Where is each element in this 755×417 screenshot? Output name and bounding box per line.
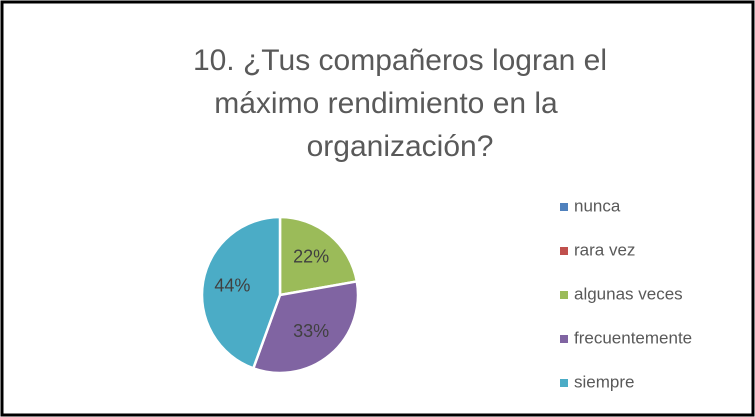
- chart-title: 10. ¿Tus compañeros logran el: [193, 44, 607, 77]
- legend-marker: [560, 335, 568, 343]
- data-label: 33%: [293, 321, 329, 341]
- data-label: 44%: [214, 275, 250, 295]
- pie-slice: [200, 215, 282, 370]
- data-label: 22%: [293, 247, 329, 267]
- legend-marker: [560, 291, 568, 299]
- legend-marker: [560, 203, 568, 211]
- legend-label: siempre: [574, 372, 634, 391]
- legend-label: nunca: [574, 196, 621, 215]
- legend-label: frecuentemente: [574, 328, 692, 347]
- pie-slice: [278, 215, 359, 297]
- legend-marker: [560, 247, 568, 255]
- pie-slice: [251, 280, 360, 375]
- legend-label: algunas veces: [574, 284, 683, 303]
- chart-title: máximo rendimiento en la: [214, 87, 558, 120]
- legend-marker: [560, 379, 568, 387]
- legend-label: rara vez: [574, 240, 635, 259]
- chart-title: organización?: [307, 130, 494, 163]
